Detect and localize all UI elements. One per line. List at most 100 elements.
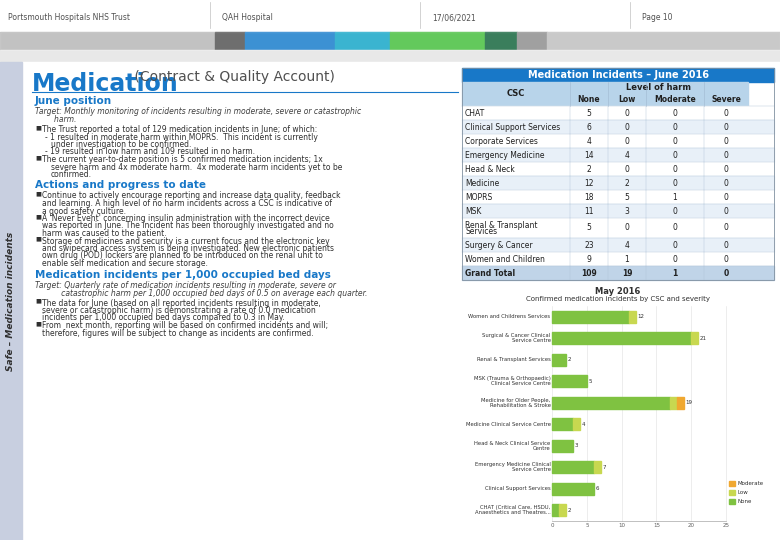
Text: 0: 0	[550, 523, 554, 528]
Text: 14: 14	[584, 151, 594, 159]
Text: 0: 0	[672, 206, 678, 215]
Text: Rehabilitation & Stroke: Rehabilitation & Stroke	[490, 403, 551, 408]
Bar	[462, 252, 774, 266]
Text: 2: 2	[625, 179, 629, 187]
Text: Clinical Support Services: Clinical Support Services	[484, 486, 551, 491]
Text: 0: 0	[625, 137, 629, 145]
Text: CSC: CSC	[507, 90, 525, 98]
Text: None: None	[578, 96, 601, 105]
Text: Surgical & Cancer Clinical: Surgical & Cancer Clinical	[482, 333, 551, 338]
Bar	[462, 68, 774, 280]
Text: enable self medication and secure storage.: enable self medication and secure storag…	[42, 259, 208, 268]
Text: 0: 0	[724, 151, 729, 159]
Text: Renal & Transplant Services: Renal & Transplant Services	[477, 357, 551, 362]
Bar	[462, 68, 774, 82]
Text: under investigation to be confirmed.: under investigation to be confirmed.	[51, 140, 191, 149]
Text: 1: 1	[672, 268, 678, 278]
Text: 0: 0	[625, 109, 629, 118]
Text: 0: 0	[625, 165, 629, 173]
Text: 4: 4	[587, 137, 591, 145]
Text: MSK (Trauma & Orthopaedic): MSK (Trauma & Orthopaedic)	[473, 376, 551, 381]
Bar	[704, 94, 748, 106]
Text: From  next month, reporting will be based on confirmed incidents and will;: From next month, reporting will be based…	[42, 321, 328, 330]
Text: 4: 4	[625, 151, 629, 159]
Bar	[570, 94, 608, 106]
Bar	[0, 62, 780, 540]
Text: 7: 7	[602, 465, 606, 470]
Bar	[462, 266, 774, 280]
Text: 0: 0	[672, 254, 678, 264]
Bar	[462, 238, 774, 252]
Text: May 2016: May 2016	[595, 287, 640, 296]
Text: 5: 5	[585, 523, 589, 528]
Text: ■: ■	[35, 237, 41, 241]
Text: 109: 109	[581, 268, 597, 278]
Text: Continue to actively encourage reporting and increase data quality, feedback: Continue to actively encourage reporting…	[42, 192, 341, 200]
Text: Medication incidents per 1,000 occupied bed days: Medication incidents per 1,000 occupied …	[35, 269, 331, 280]
Text: own drug (POD) lockers are planned to be introduced on the renal unit to: own drug (POD) lockers are planned to be…	[42, 252, 323, 260]
Text: 5: 5	[588, 379, 592, 384]
Bar	[462, 218, 774, 238]
Bar	[547, 32, 780, 50]
Text: 0: 0	[724, 206, 729, 215]
Text: 12: 12	[584, 179, 594, 187]
Bar	[646, 94, 704, 106]
Bar	[462, 162, 774, 176]
Bar	[462, 82, 570, 106]
Bar	[570, 82, 748, 94]
Text: 2: 2	[587, 165, 591, 173]
Text: 3: 3	[574, 443, 578, 448]
Text: 0: 0	[724, 165, 729, 173]
Bar	[552, 440, 573, 451]
Bar	[629, 311, 636, 323]
Text: 0: 0	[724, 179, 729, 187]
Text: - 19 resulted in low harm and 109 resulted in no harm.: - 19 resulted in low harm and 109 result…	[45, 147, 255, 157]
Bar	[462, 134, 774, 148]
Bar	[462, 190, 774, 204]
Text: 0: 0	[672, 224, 678, 233]
Bar	[608, 94, 646, 106]
Text: Medicine Clinical Service Centre: Medicine Clinical Service Centre	[466, 422, 551, 427]
Text: 11: 11	[584, 206, 594, 215]
Text: 0: 0	[672, 240, 678, 249]
Text: Moderate: Moderate	[654, 96, 696, 105]
Text: therefore, figures will be subject to change as incidents are confirmed.: therefore, figures will be subject to ch…	[42, 328, 314, 338]
Text: Grand Total: Grand Total	[465, 268, 515, 278]
Text: Low: Low	[737, 490, 748, 495]
Text: ■: ■	[35, 299, 41, 303]
Text: 0: 0	[724, 123, 729, 132]
Text: ■: ■	[35, 214, 41, 219]
Text: Centre: Centre	[533, 446, 551, 451]
Text: Medicine: Medicine	[465, 179, 499, 187]
Text: 6: 6	[595, 486, 599, 491]
Text: - 1 resulted in moderate harm within MOPRS.  This incident is currently: - 1 resulted in moderate harm within MOP…	[45, 132, 318, 141]
Text: Anaesthetics and Theatres...: Anaesthetics and Theatres...	[475, 510, 551, 515]
Text: 0: 0	[672, 137, 678, 145]
Text: 5: 5	[625, 192, 629, 201]
Bar	[462, 176, 774, 190]
Text: Service Centre: Service Centre	[512, 338, 551, 343]
Text: 0: 0	[724, 254, 729, 264]
Text: (Contract & Quality Account): (Contract & Quality Account)	[130, 70, 335, 84]
Text: 5: 5	[587, 224, 591, 233]
Bar	[215, 32, 245, 50]
Text: 0: 0	[672, 179, 678, 187]
Text: CHAT (Critical Care, HSDU,: CHAT (Critical Care, HSDU,	[480, 505, 551, 510]
Text: 0: 0	[625, 123, 629, 132]
Text: 5: 5	[587, 109, 591, 118]
Text: was reported in June. The incident has been thoroughly investigated and no: was reported in June. The incident has b…	[42, 221, 334, 231]
Text: 17/06/2021: 17/06/2021	[432, 14, 476, 23]
Text: 1: 1	[672, 192, 677, 201]
Text: 4: 4	[581, 422, 585, 427]
Text: Page 10: Page 10	[642, 14, 672, 23]
Text: and swipecard access system is being investigated. New electronic patients: and swipecard access system is being inv…	[42, 244, 334, 253]
Bar	[670, 397, 677, 409]
Text: Service Centre: Service Centre	[512, 467, 551, 472]
Text: 0: 0	[724, 224, 729, 233]
Text: 0: 0	[672, 123, 678, 132]
Text: 23: 23	[584, 240, 594, 249]
Text: Services: Services	[465, 226, 497, 235]
Text: Severe: Severe	[711, 96, 741, 105]
Text: 0: 0	[724, 137, 729, 145]
Bar	[0, 32, 780, 50]
